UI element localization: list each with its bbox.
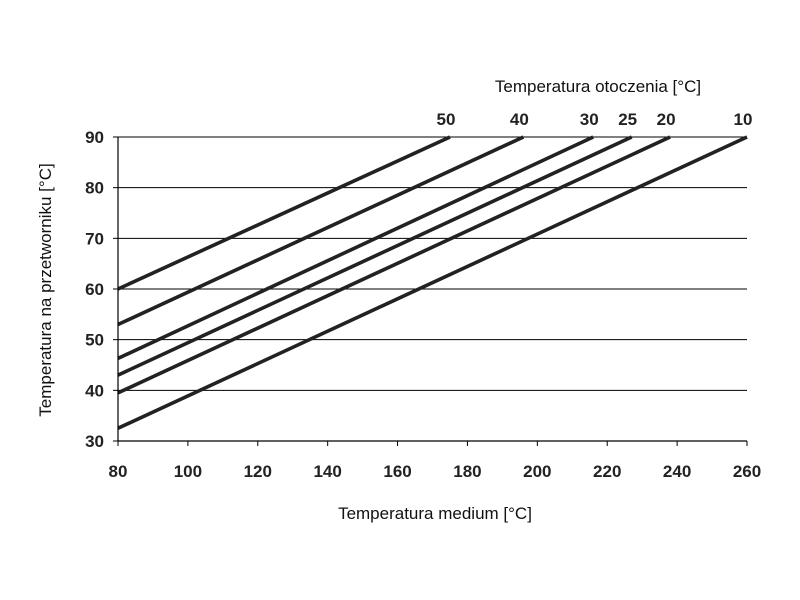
x-tick-label: 260 (733, 462, 761, 481)
series-label-25: 25 (618, 110, 637, 129)
x-tick-label: 140 (313, 462, 341, 481)
y-tick-label: 60 (85, 280, 104, 299)
x-tick-label: 180 (453, 462, 481, 481)
axes-layer (113, 136, 748, 446)
x-tick-label: 160 (383, 462, 411, 481)
series-line-50 (117, 135, 451, 291)
y-tick-label: 80 (85, 179, 104, 198)
x-tick-label: 220 (593, 462, 621, 481)
legend-title: Temperatura otoczenia [°C] (495, 77, 701, 96)
y-tick-label: 30 (85, 432, 104, 451)
series-label-50: 50 (437, 110, 456, 129)
series-line-20 (117, 135, 671, 395)
series-line-10 (117, 135, 748, 430)
series-line-30 (117, 135, 594, 361)
x-tick-label: 80 (109, 462, 128, 481)
grid-layer (118, 136, 747, 391)
y-tick-label: 70 (85, 229, 104, 248)
series-label-20: 20 (657, 110, 676, 129)
y-tick-label: 50 (85, 331, 104, 350)
series-label-30: 30 (580, 110, 599, 129)
y-tick-label: 40 (85, 381, 104, 400)
labels-layer: 30 40 50 60 70 80 90 80 100 120 140 160 180 200 220 240… (85, 110, 761, 481)
x-tick-label: 200 (523, 462, 551, 481)
x-axis-title: Temperatura medium [°C] (338, 504, 532, 523)
series-layer (117, 135, 748, 430)
series-line-40 (117, 135, 525, 327)
x-tick-label: 120 (244, 462, 272, 481)
y-axis-title: Temperatura na przetworniku [°C] (36, 163, 55, 416)
series-label-10: 10 (734, 110, 753, 129)
series-label-40: 40 (510, 110, 529, 129)
x-tick-label: 100 (174, 462, 202, 481)
x-tick-label: 240 (663, 462, 691, 481)
series-line-25 (117, 135, 633, 377)
y-tick-label: 90 (85, 128, 104, 147)
